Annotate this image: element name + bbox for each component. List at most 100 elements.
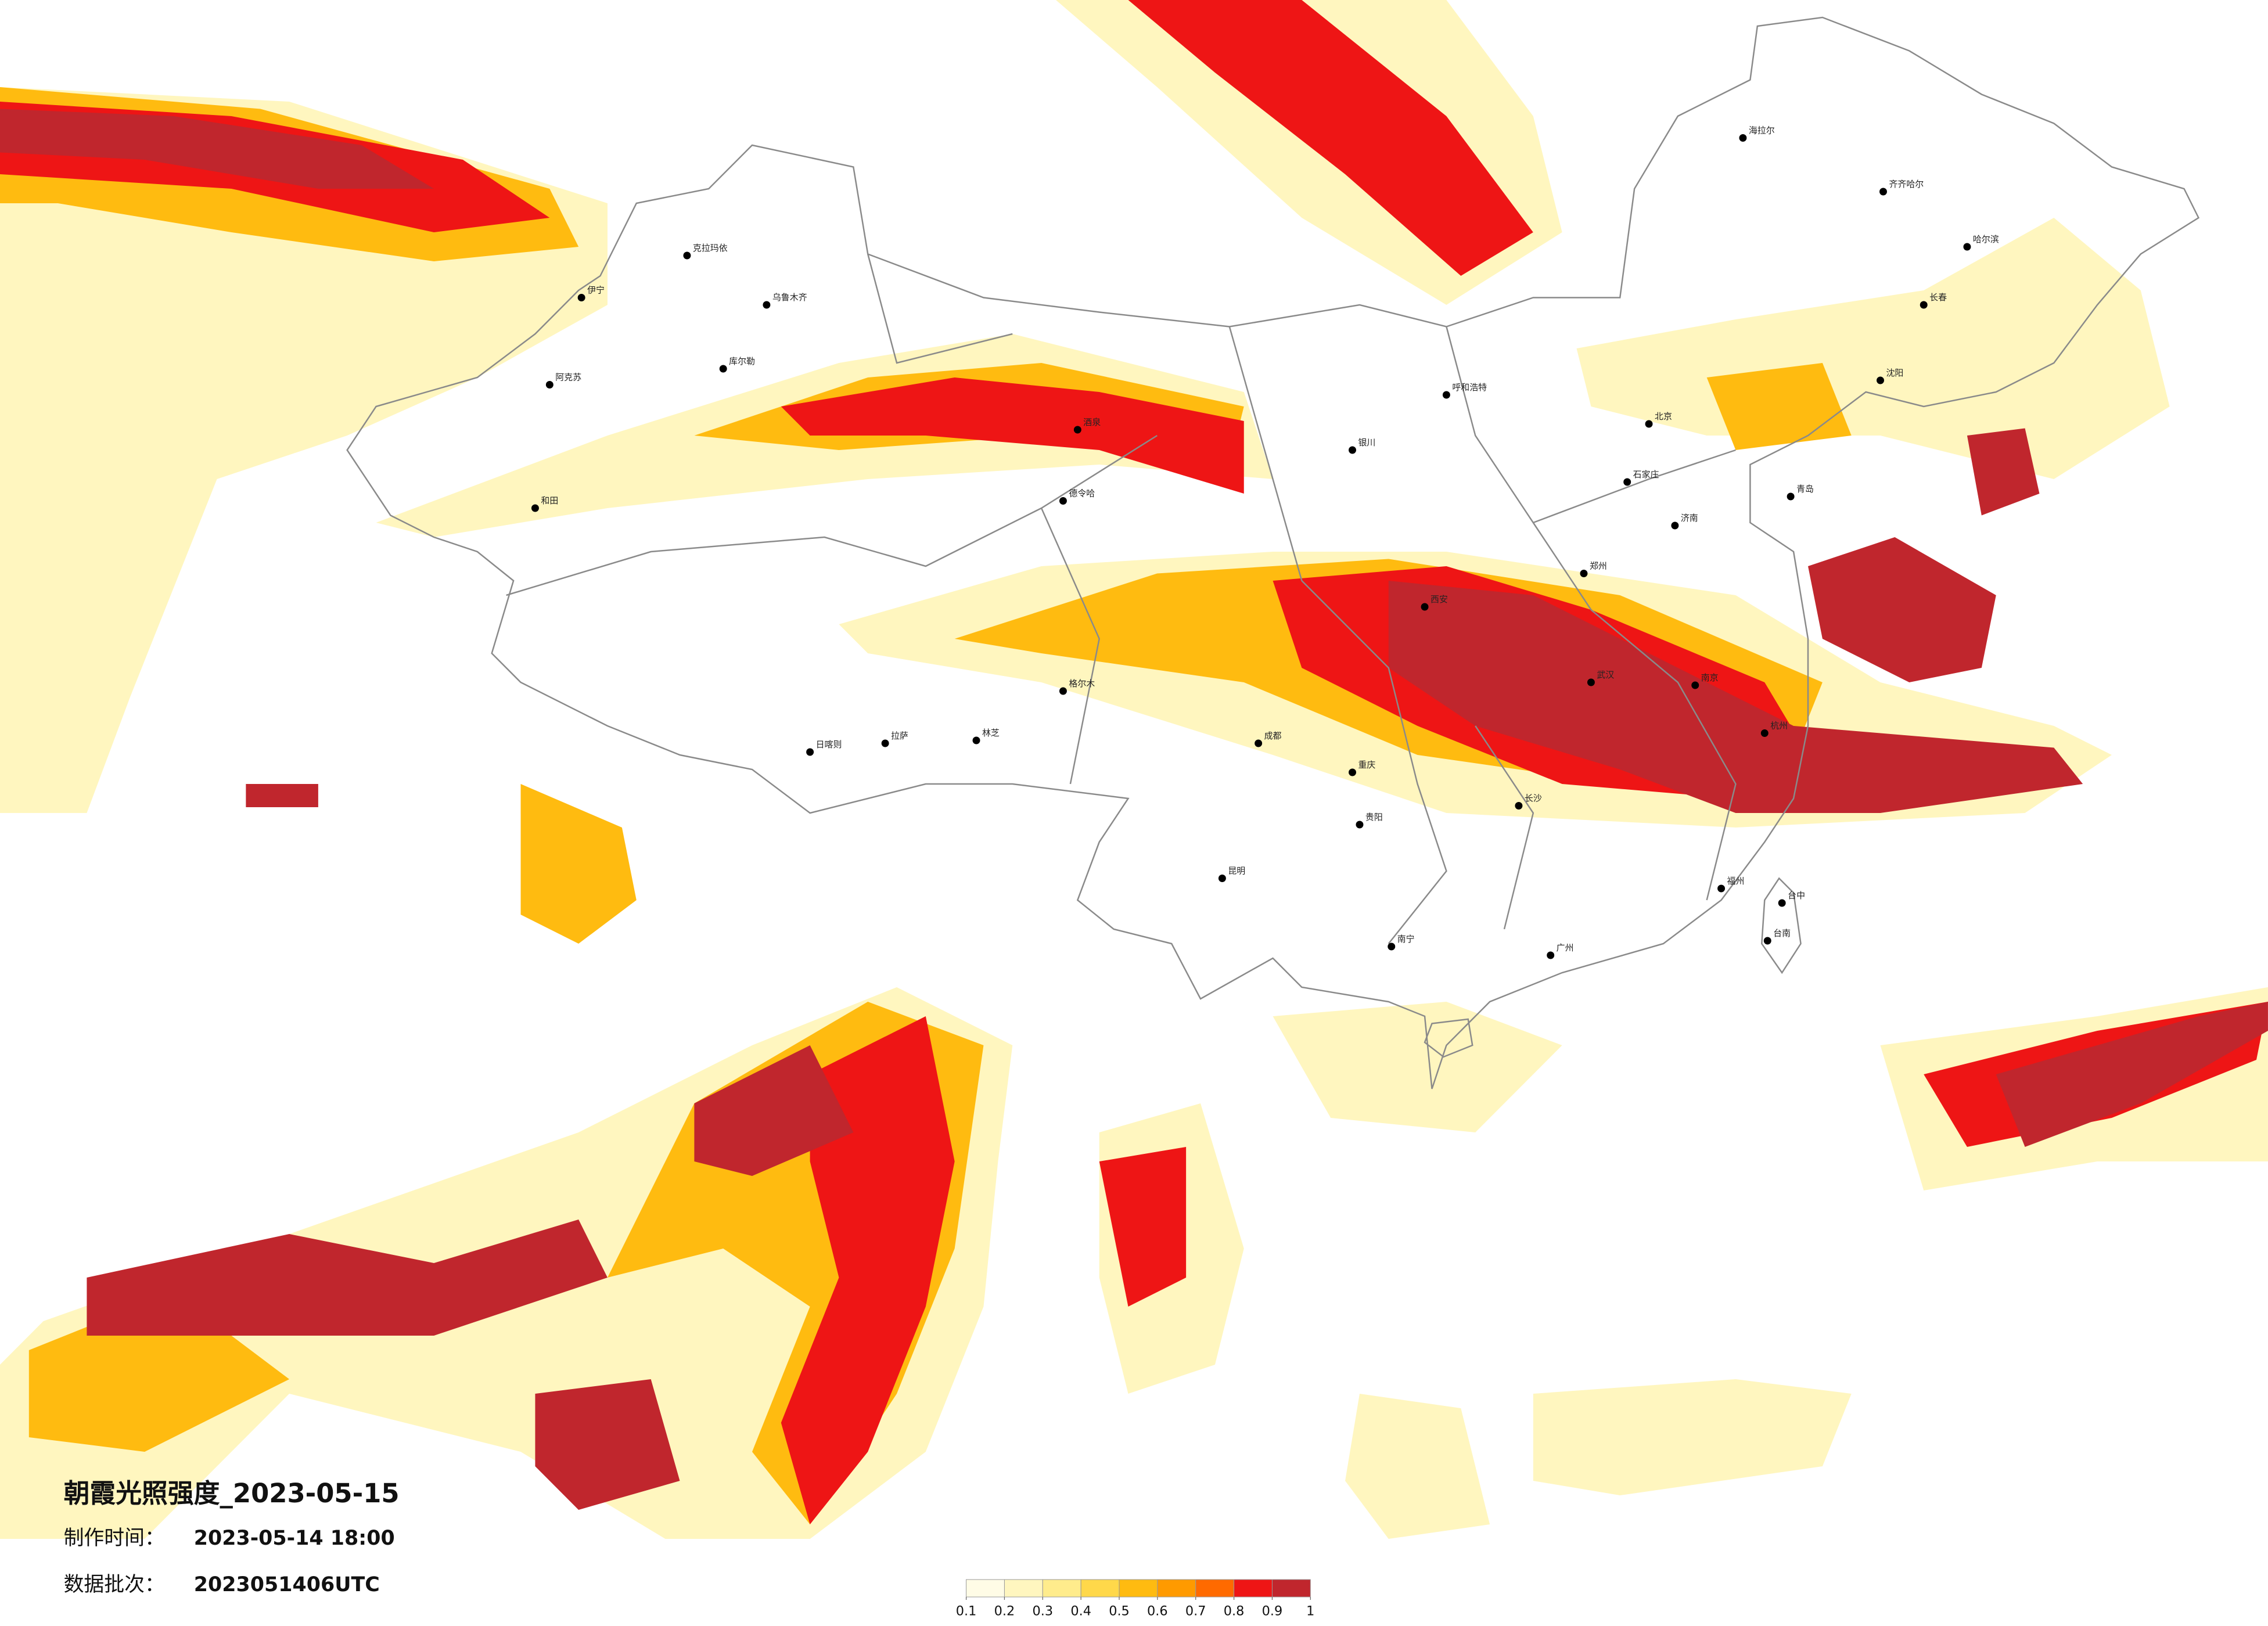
colorbar-tick-label: 0.1 (956, 1603, 977, 1618)
cloud-area (1388, 581, 2083, 813)
city-label: 武汉 (1597, 670, 1614, 680)
colorbar-tick-label: 0.6 (1147, 1603, 1168, 1618)
city-label: 济南 (1681, 513, 1698, 523)
city-label: 拉萨 (891, 731, 908, 741)
country-border (346, 16, 2200, 1089)
legend-swatch (966, 1579, 1005, 1598)
legend-swatch (1234, 1579, 1273, 1598)
city-marker (1920, 301, 1928, 309)
batch: 2023051406UTC (194, 1573, 380, 1596)
city-label: 北京 (1655, 411, 1672, 422)
city-marker (1349, 446, 1356, 454)
city-marker (1787, 492, 1795, 501)
city-label: 齐齐哈尔 (1889, 179, 1924, 189)
cloud-area (1967, 428, 2040, 516)
taiwan-border (1761, 877, 1802, 974)
cloud-area (781, 377, 1244, 494)
city-label: 沈阳 (1886, 368, 1903, 378)
city-label: 克拉玛依 (693, 243, 728, 253)
city-marker (1778, 899, 1786, 907)
city-marker (1547, 951, 1555, 959)
colorbar-tick-label: 1 (1306, 1603, 1314, 1618)
legend-swatch (1271, 1579, 1311, 1598)
colorbar-tick-label: 0.2 (994, 1603, 1015, 1618)
map-title: 朝霞光照强度_2023-05-15 (64, 1478, 400, 1509)
city-label: 海拉尔 (1749, 125, 1775, 135)
city-label: 库尔勒 (729, 356, 755, 366)
city-marker (1623, 478, 1631, 486)
city-marker (1587, 678, 1595, 686)
city-label: 哈尔滨 (1973, 234, 1999, 244)
city-marker (1717, 884, 1726, 893)
legend-swatch (1119, 1579, 1158, 1598)
city-marker (1059, 687, 1067, 695)
colorbar-tick-label: 0.4 (1070, 1603, 1091, 1618)
city-label: 银川 (1358, 437, 1375, 448)
city-marker (545, 381, 553, 388)
city-marker (763, 301, 771, 309)
city-marker (1763, 937, 1771, 945)
cloud-area (246, 784, 318, 807)
cloud-area (694, 1045, 854, 1176)
colorbar-tick-label: 0.7 (1185, 1603, 1206, 1618)
cloud-area (520, 784, 637, 944)
city-marker (1356, 821, 1364, 829)
city-marker (1691, 681, 1699, 689)
cloud-area (1996, 1002, 2268, 1147)
city-label: 长沙 (1525, 793, 1542, 803)
cloud-layer (0, 0, 2268, 1539)
city-label: 日喀则 (816, 739, 842, 750)
city-label: 郑州 (1590, 560, 1607, 571)
city-marker (881, 739, 889, 747)
city-marker (1739, 134, 1747, 142)
colorbar-tick-label: 0.9 (1262, 1603, 1283, 1618)
cloud-area (1533, 1379, 1852, 1495)
city-marker (577, 294, 585, 301)
city-label: 青岛 (1796, 484, 1814, 494)
city-marker (1421, 603, 1429, 611)
city-marker (1218, 875, 1226, 883)
city-label: 台南 (1773, 928, 1791, 938)
city-label: 昆明 (1228, 865, 1245, 876)
city-marker (1515, 802, 1523, 810)
city-label: 石家庄 (1633, 469, 1659, 480)
cloud-area (0, 109, 434, 189)
city-marker (1580, 570, 1588, 577)
colorbar-tick-label: 0.3 (1032, 1603, 1053, 1618)
batch-label: 数据批次： (64, 1573, 165, 1596)
city-label: 林芝 (982, 728, 1000, 738)
cloud-area (1128, 0, 1533, 276)
city-marker (683, 251, 691, 260)
city-label: 广州 (1557, 942, 1574, 953)
city-marker (1877, 376, 1884, 384)
city-label: 乌鲁木齐 (772, 292, 807, 303)
city-label: 德令哈 (1069, 488, 1095, 498)
city-marker (1388, 942, 1396, 951)
city-label: 阿克苏 (555, 372, 581, 382)
city-marker (1442, 391, 1450, 399)
cloud-area (1099, 1147, 1187, 1307)
hainan-border (1424, 1018, 1473, 1058)
city-label: 福州 (1727, 876, 1745, 886)
city-marker (1073, 426, 1081, 434)
cloud-area (1808, 537, 1996, 682)
city-label: 酒泉 (1083, 417, 1101, 427)
city-label: 重庆 (1358, 760, 1375, 770)
city-marker (1671, 521, 1679, 530)
city-marker (1760, 729, 1769, 737)
city-marker (1879, 188, 1887, 196)
colorbar: 0.1 0.2 0.3 0.4 0.5 0.6 0.7 0.8 0.9 1 (956, 1579, 1314, 1619)
city-marker (972, 736, 980, 744)
city-label: 南京 (1701, 672, 1719, 683)
production-time: 2023-05-14 18:00 (194, 1527, 395, 1550)
cloud-area (1706, 363, 1852, 450)
cloud-area (535, 1379, 680, 1510)
borders (346, 16, 2200, 1089)
city-label: 和田 (541, 495, 558, 506)
city-label: 呼和浩特 (1452, 382, 1487, 393)
city-marker (1059, 497, 1067, 505)
colorbar-tick-label: 0.5 (1109, 1603, 1130, 1618)
city-label: 台中 (1788, 890, 1805, 901)
